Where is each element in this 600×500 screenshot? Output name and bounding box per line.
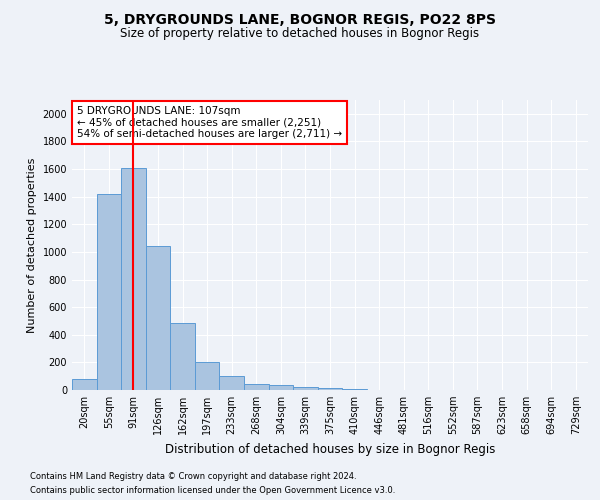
Bar [195,362,220,390]
Bar [220,376,244,390]
Bar [244,384,269,390]
Bar [170,323,195,390]
Text: 5 DRYGROUNDS LANE: 107sqm
← 45% of detached houses are smaller (2,251)
54% of se: 5 DRYGROUNDS LANE: 107sqm ← 45% of detac… [77,106,342,139]
Y-axis label: Number of detached properties: Number of detached properties [27,158,37,332]
Text: 5, DRYGROUNDS LANE, BOGNOR REGIS, PO22 8PS: 5, DRYGROUNDS LANE, BOGNOR REGIS, PO22 8… [104,12,496,26]
Bar [146,246,170,390]
Bar [293,387,318,390]
Bar [318,388,342,390]
Bar [72,379,97,390]
Bar [342,388,367,390]
Text: Contains HM Land Registry data © Crown copyright and database right 2024.: Contains HM Land Registry data © Crown c… [30,472,356,481]
Text: Contains public sector information licensed under the Open Government Licence v3: Contains public sector information licen… [30,486,395,495]
X-axis label: Distribution of detached houses by size in Bognor Regis: Distribution of detached houses by size … [165,442,495,456]
Text: Size of property relative to detached houses in Bognor Regis: Size of property relative to detached ho… [121,28,479,40]
Bar [97,194,121,390]
Bar [269,385,293,390]
Bar [121,168,146,390]
